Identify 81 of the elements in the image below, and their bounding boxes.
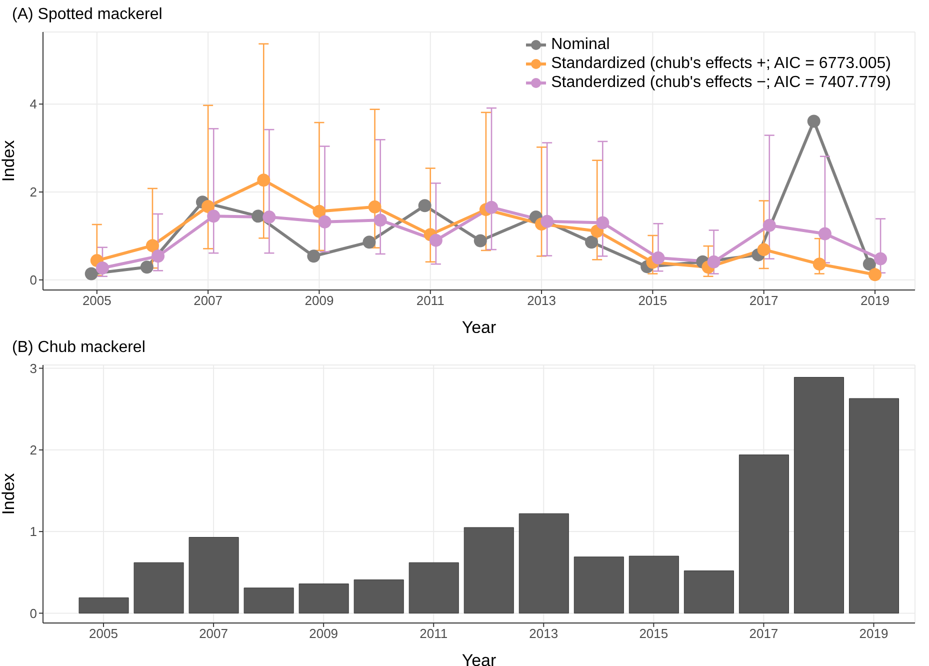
point — [374, 214, 387, 227]
point — [146, 239, 159, 252]
bar — [244, 588, 294, 614]
point — [152, 250, 165, 263]
point — [140, 260, 154, 274]
point — [252, 210, 265, 223]
point — [652, 251, 665, 264]
point — [307, 250, 320, 263]
x-tick-label: 2019 — [859, 626, 888, 642]
chart-title: (A) Spotted mackerel — [12, 6, 162, 24]
point — [257, 174, 270, 187]
x-tick-label: 2009 — [309, 626, 338, 642]
point — [84, 267, 98, 280]
bar — [684, 570, 734, 614]
point — [429, 234, 442, 247]
point — [207, 210, 220, 223]
chart-title: (B) Chub mackerel — [12, 339, 146, 357]
x-axis-title: Year — [462, 318, 497, 337]
bar — [188, 537, 239, 614]
point — [862, 258, 876, 271]
bar — [298, 584, 349, 614]
x-tick-label: 2007 — [199, 626, 228, 642]
point — [585, 236, 598, 249]
y-tick-label: 0 — [30, 606, 37, 621]
point — [762, 218, 776, 232]
point — [818, 227, 832, 240]
y-tick-label: 2 — [30, 442, 37, 458]
y-axis-title: Index — [0, 472, 18, 515]
x-axis-title: Year — [462, 651, 497, 666]
x-tick-label: 2017 — [749, 293, 778, 308]
point — [202, 200, 215, 213]
y-tick-label: 2 — [30, 184, 37, 200]
bar — [464, 527, 514, 614]
point — [757, 243, 770, 256]
point — [874, 252, 888, 266]
x-tick-label: 2011 — [420, 626, 448, 642]
point — [485, 200, 498, 214]
y-tick-label: 1 — [30, 524, 37, 540]
x-tick-label: 2005 — [82, 293, 112, 308]
point — [418, 199, 432, 212]
x-tick-label: 2015 — [639, 626, 668, 642]
bar — [574, 556, 624, 614]
y-tick-label: 0 — [30, 272, 37, 288]
point — [312, 204, 326, 218]
x-tick-label: 2007 — [194, 293, 223, 308]
bar — [518, 513, 569, 614]
bar — [134, 562, 184, 614]
bar — [628, 556, 679, 614]
point — [868, 268, 882, 282]
bar — [738, 454, 789, 614]
bar — [354, 579, 404, 614]
legend-label: Nominal — [551, 35, 610, 54]
x-tick-label: 2017 — [749, 626, 778, 642]
x-tick-label: 2013 — [529, 626, 558, 642]
point — [262, 210, 276, 224]
legend-label: Standerdized (chub's effects −; AIC = 7407.779) — [551, 73, 891, 92]
y-tick-label: 4 — [30, 96, 37, 112]
x-tick-label: 2015 — [638, 293, 668, 308]
x-tick-label: 2009 — [304, 293, 334, 308]
y-tick-label: 3 — [30, 360, 37, 376]
bar — [794, 376, 844, 614]
bar — [78, 597, 129, 614]
legend-label: Standardized (chub's effects +; AIC = 6773.005) — [551, 54, 891, 73]
x-tick-label: 2011 — [416, 293, 444, 308]
point — [96, 262, 109, 275]
point — [812, 258, 826, 271]
point — [707, 255, 720, 268]
point — [590, 224, 604, 238]
point — [362, 236, 376, 249]
point — [807, 114, 820, 128]
bar — [848, 398, 899, 614]
x-tick-label: 2019 — [860, 293, 890, 308]
x-tick-label: 2005 — [89, 626, 118, 642]
point — [540, 214, 554, 228]
point — [474, 234, 487, 248]
x-tick-label: 2013 — [527, 293, 556, 308]
point — [318, 215, 332, 228]
y-axis-title: Index — [0, 140, 18, 182]
bar — [408, 562, 459, 614]
point — [596, 216, 610, 230]
point — [368, 200, 382, 214]
